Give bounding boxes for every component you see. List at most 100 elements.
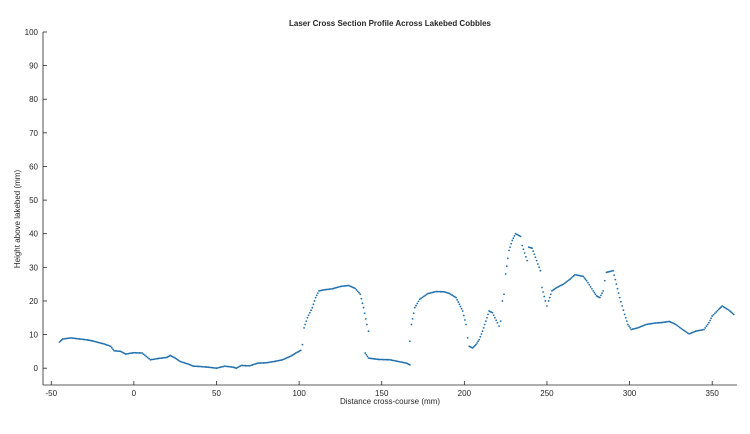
data-point (639, 325, 642, 328)
data-point (211, 366, 214, 369)
data-point (397, 360, 400, 363)
data-point (307, 314, 310, 317)
data-point (546, 305, 548, 307)
data-point (383, 358, 386, 361)
data-point (676, 324, 679, 327)
data-point (653, 322, 656, 325)
data-point (436, 290, 439, 293)
data-point (487, 313, 489, 316)
data-point (263, 361, 266, 364)
data-point (727, 309, 730, 311)
data-point (543, 295, 546, 298)
data-point (85, 338, 88, 341)
y-tick-label: 50 (29, 196, 38, 205)
data-point (215, 367, 218, 370)
data-point (541, 286, 543, 289)
data-point (325, 288, 328, 291)
data-point (499, 320, 502, 323)
data-point (461, 310, 464, 312)
data-point (408, 340, 411, 343)
data-point (148, 357, 150, 360)
data-point (254, 363, 256, 365)
data-point (712, 313, 715, 316)
data-point (64, 337, 67, 340)
data-point (288, 355, 291, 358)
data-point (503, 293, 505, 296)
data-point (222, 365, 225, 368)
data-point (135, 351, 138, 354)
data-point (697, 329, 700, 332)
data-point (526, 259, 529, 262)
data-point (420, 297, 423, 300)
data-point (665, 320, 668, 323)
x-axis-label: Distance cross-course (mm) (340, 397, 440, 406)
data-point (216, 366, 219, 369)
data-point (285, 357, 288, 359)
data-point (314, 296, 317, 299)
data-point (585, 279, 588, 282)
data-point (212, 366, 215, 369)
data-point (144, 354, 146, 357)
data-point (250, 364, 252, 367)
data-point (218, 366, 221, 369)
data-point (195, 365, 197, 368)
data-point (180, 361, 183, 363)
data-point (492, 314, 495, 317)
data-point (471, 347, 474, 349)
data-point (709, 319, 711, 322)
data-point (534, 256, 537, 259)
data-point (179, 360, 182, 363)
data-point (67, 337, 70, 340)
data-point (146, 356, 149, 359)
data-point (457, 301, 460, 303)
data-point (458, 303, 461, 306)
data-point (342, 285, 345, 288)
data-point (600, 294, 602, 297)
data-point (422, 295, 425, 298)
data-point (536, 263, 539, 265)
data-point (358, 291, 360, 294)
data-point (501, 300, 504, 302)
data-point (581, 275, 583, 278)
data-point (142, 353, 145, 356)
data-point (682, 329, 685, 332)
data-point (698, 329, 701, 332)
data-point (208, 366, 211, 369)
data-point (504, 273, 507, 275)
data-point (657, 321, 660, 324)
data-point (193, 365, 196, 368)
data-point (126, 352, 128, 355)
data-point (204, 366, 207, 368)
data-point (262, 362, 265, 364)
data-point (701, 328, 704, 331)
x-tick-label: 350 (706, 389, 720, 398)
data-point (410, 323, 413, 326)
data-point (117, 350, 119, 353)
data-point (645, 323, 648, 326)
data-point (284, 357, 287, 360)
data-point (483, 323, 486, 326)
data-point (377, 358, 380, 361)
data-point (408, 363, 411, 366)
data-point (346, 284, 349, 287)
data-point (429, 291, 432, 294)
data-point (259, 362, 262, 364)
data-point (157, 357, 160, 360)
data-point (618, 296, 621, 299)
data-point (509, 246, 511, 249)
data-point (186, 362, 188, 365)
data-point (652, 322, 654, 325)
data-point (715, 311, 718, 313)
data-point (258, 362, 261, 364)
data-point (130, 352, 133, 355)
data-point (183, 361, 186, 364)
data-point (267, 361, 270, 364)
data-point (478, 338, 481, 341)
data-point (730, 311, 733, 314)
data-point (455, 296, 457, 299)
data-point (721, 305, 724, 307)
data-point (364, 317, 367, 320)
data-point (128, 352, 131, 355)
data-point (416, 302, 419, 305)
data-point (378, 358, 381, 361)
